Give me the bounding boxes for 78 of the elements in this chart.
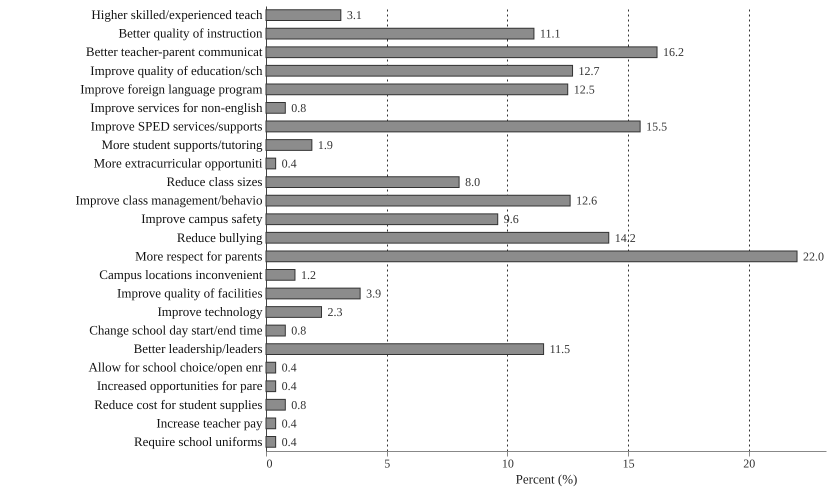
bar	[266, 250, 798, 262]
y-tick-label: Improve foreign language program	[80, 81, 262, 96]
data-label: 0.8	[291, 398, 306, 412]
data-label: 0.4	[282, 416, 297, 430]
y-tick-label: Better teacher-parent communicat	[86, 44, 263, 60]
data-label: 9.6	[504, 212, 519, 226]
y-tick-label: Change school day start/end time	[89, 322, 263, 338]
bar	[266, 139, 312, 151]
data-label: 1.2	[300, 268, 316, 282]
bar	[266, 46, 658, 58]
data-label: 15.5	[646, 119, 668, 134]
bar	[266, 158, 276, 170]
bar	[266, 398, 286, 411]
y-tick-label: Higher skilled/experienced teach	[91, 7, 263, 22]
data-label: 14.2	[614, 230, 636, 245]
bar	[266, 9, 342, 21]
bar	[266, 306, 322, 318]
data-label: 12.6	[576, 194, 598, 208]
bar	[266, 64, 574, 77]
bar	[266, 288, 361, 300]
y-tick-label: More student supports/tutoring	[101, 136, 263, 152]
data-label: 0.4	[282, 360, 297, 375]
bar	[266, 28, 534, 40]
data-label: 11.1	[540, 26, 560, 41]
bar	[266, 213, 498, 226]
bar	[266, 176, 460, 188]
y-tick-label: Increased opportunities for pare	[96, 378, 263, 394]
data-label: 1.9	[318, 138, 333, 152]
x-axis-title: Percent (%)	[516, 472, 578, 486]
data-label: 12.5	[574, 82, 595, 96]
data-label: 0.8	[291, 100, 306, 115]
bar	[266, 232, 610, 244]
bar	[266, 436, 276, 448]
data-label: 11.5	[550, 342, 570, 356]
bar	[266, 120, 641, 132]
y-tick-label: Reduce cost for student supplies	[94, 396, 262, 412]
x-tick-label: 0	[266, 456, 272, 470]
y-tick-label: Increase teacher pay	[156, 415, 263, 430]
data-label: 3.1	[346, 8, 362, 22]
y-tick-label: Reduce bullying	[176, 230, 263, 245]
data-label: 8.0	[465, 175, 480, 190]
y-tick-label: Improve services for non-english	[90, 100, 263, 115]
y-tick-label: Reduce class sizes	[166, 174, 262, 190]
y-tick-label: Better quality of instruction	[118, 26, 263, 41]
data-label: 0.4	[282, 434, 297, 449]
data-label: 3.9	[366, 286, 382, 300]
y-tick-label: Improve technology	[157, 304, 263, 320]
x-tick-label: 10	[502, 456, 514, 470]
y-tick-label: Improve quality of education/sch	[90, 62, 263, 78]
x-tick-label: 20	[743, 456, 756, 470]
y-tick-label: More extracurricular opportuniti	[94, 156, 263, 171]
bar	[266, 269, 296, 281]
data-label: 2.3	[328, 305, 343, 320]
data-label: 0.8	[291, 324, 306, 338]
y-tick-label: Better leadership/leaders	[134, 341, 262, 356]
y-tick-label: Improve class management/behavio	[76, 192, 262, 208]
bar	[266, 324, 286, 336]
bar	[266, 380, 276, 392]
x-tick-label: 15	[622, 456, 635, 470]
data-label: 22.0	[803, 249, 824, 264]
y-tick-label: Improve quality of facilities	[117, 285, 262, 300]
x-tick-label: 5	[384, 456, 390, 470]
data-label: 12.7	[578, 64, 600, 78]
y-tick-label: Improve campus safety	[141, 211, 263, 226]
y-tick-label: Require school uniforms	[134, 434, 262, 449]
y-tick-label: Allow for school choice/open enr	[88, 360, 264, 375]
bar	[266, 343, 544, 356]
data-label: 0.4	[282, 379, 297, 394]
data-label: 16.2	[663, 45, 684, 60]
y-tick-label: Improve SPED services/supports	[90, 118, 262, 134]
bar	[266, 362, 276, 374]
bar	[266, 102, 286, 114]
bar	[266, 417, 276, 430]
bar	[266, 194, 571, 207]
y-tick-label: More respect for parents	[135, 248, 262, 264]
data-label: 0.4	[282, 156, 297, 171]
y-tick-label: Campus locations inconvenient	[99, 266, 263, 282]
bar	[266, 83, 568, 96]
